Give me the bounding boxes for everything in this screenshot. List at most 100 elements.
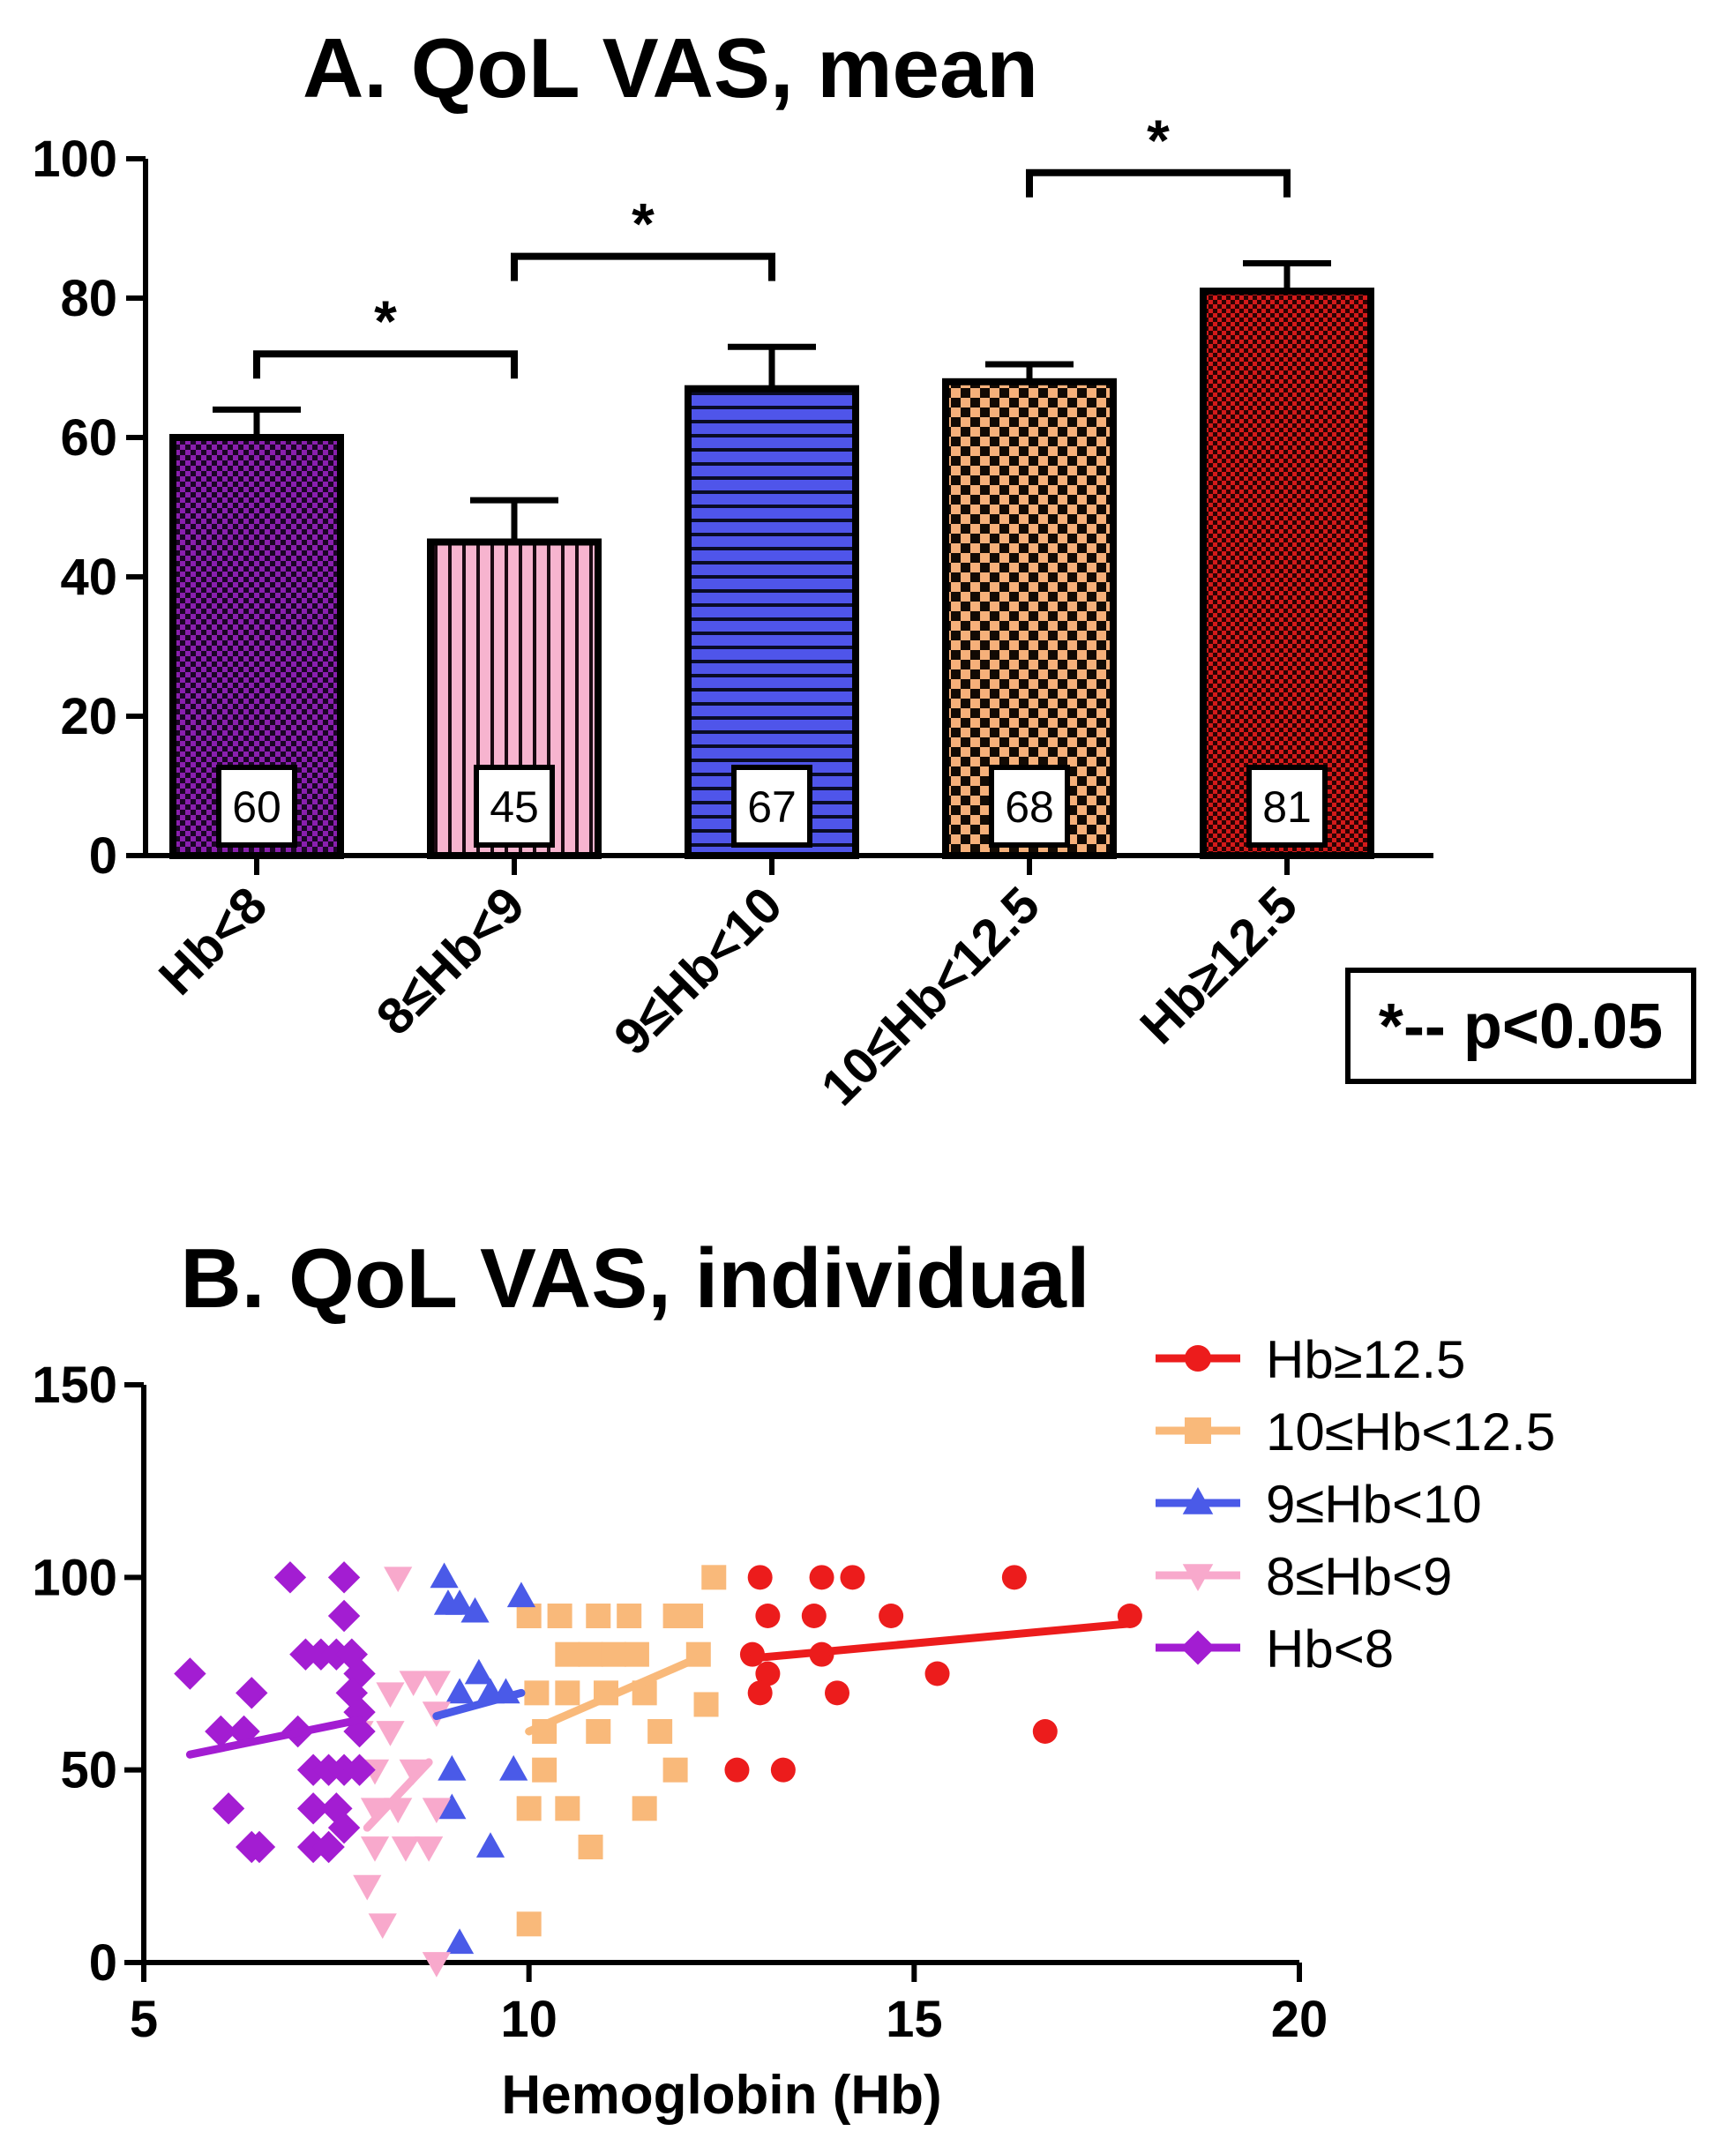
bar-value-label: 68 [1005,782,1054,832]
p-value-note: *-- p<0.05 [1345,968,1696,1084]
data-point [701,1565,727,1590]
legend-item: Hb<8 [1156,1619,1394,1679]
data-point [430,1562,459,1589]
trend-line [748,1619,1134,1663]
data-point [243,1830,276,1864]
y-tick-label: 0 [89,827,117,885]
data-point [924,1661,950,1686]
bar-value-box [1246,765,1328,848]
data-point [343,1753,376,1786]
data-point [360,1798,390,1824]
data-point [335,1638,368,1671]
x-category-label: 8≤Hb<9 [365,876,535,1046]
data-point [236,1677,268,1709]
data-point [617,1604,642,1628]
legend-item: 10≤Hb<12.5 [1156,1402,1555,1462]
data-point [747,1680,773,1706]
legend-marker [1185,1345,1211,1372]
data-point [632,1796,657,1821]
data-point [586,1604,611,1628]
data-point [205,1715,237,1748]
legend-marker [1185,1417,1211,1444]
data-point [755,1661,781,1686]
bar-value-label: 67 [747,782,797,832]
data-point [825,1680,849,1706]
x-tick-label: 5 [130,1991,158,2048]
bar-value-label: 45 [490,782,539,832]
legend-label: Hb<8 [1266,1619,1394,1679]
data-point [327,1561,361,1594]
data-point [445,1589,475,1615]
chart-a-bars: 60 45 67 68 81 [169,260,1374,860]
data-point [289,1638,322,1671]
data-point [586,1719,611,1744]
data-point [801,1604,827,1628]
trend-line [525,1650,711,1736]
y-tick-label: 100 [32,1549,117,1606]
data-point [391,1836,421,1862]
y-tick-label: 60 [60,409,117,467]
bar-chart-panel: A. QoL VAS, mean 0 20 40 60 80 100 60 45 67 68 81… [32,21,1696,1117]
data-point [212,1792,245,1825]
data-point [555,1796,580,1821]
data-point [327,1599,361,1633]
data-point [809,1565,834,1590]
data-point [601,1641,626,1667]
data-point [524,1680,550,1706]
data-point [438,1754,467,1781]
chart-b-legend: Hb≥12.5 10≤Hb<12.5 9≤Hb<10 8≤Hb<9 Hb<8 [1156,1330,1555,1679]
y-tick-label: 20 [60,688,117,745]
data-point [578,1641,603,1667]
p-value-note-text: *-- p<0.05 [1379,991,1663,1062]
data-point [516,1796,542,1821]
significance-star: * [632,191,655,257]
significance-bracket [253,350,518,379]
data-point [384,1567,413,1593]
bar-value-box [989,765,1070,848]
data-point [460,1596,490,1623]
data-point [770,1757,796,1783]
data-point [312,1830,345,1864]
data-point [353,1874,382,1901]
data-point [296,1792,330,1825]
data-point [343,1695,376,1729]
data-point [360,1836,390,1862]
legend-marker [1182,1564,1214,1591]
y-tick-label: 50 [60,1742,117,1799]
legend-label: 10≤Hb<12.5 [1266,1402,1555,1462]
data-point [555,1641,580,1667]
x-tick-label: 15 [886,1991,943,2048]
data-point [693,1692,719,1717]
chart-b-points [174,1561,1142,1978]
chart-a-significance: * * * [253,108,1291,379]
bar [1200,288,1374,860]
legend-marker [1182,1487,1214,1514]
chart-b-x-axis-title: Hemoglobin (Hb) [501,2065,941,2126]
data-point [376,1682,405,1709]
data-point [422,1952,451,1978]
y-tick-label: 40 [60,549,117,606]
data-point [662,1757,688,1783]
chart-a-axes: 0 20 40 60 80 100 [32,131,1433,885]
data-point [475,1832,505,1858]
legend-marker [1180,1630,1216,1665]
chart-a-category-labels: Hb<8 8≤Hb<9 9≤Hb<10 10≤Hb<12.5 Hb≥12.5 [148,856,1308,1117]
y-tick-label: 80 [60,270,117,327]
data-point [422,1798,451,1824]
x-category-label: Hb<8 [148,876,278,1006]
significance-star: * [1147,108,1170,173]
data-point [464,1658,493,1685]
trend-line [432,1688,526,1721]
y-tick-label: 100 [32,131,117,188]
trend-line [185,1716,364,1759]
data-point [555,1680,580,1706]
data-point [368,1913,397,1940]
data-point [516,1911,542,1937]
bar-value-box [731,765,812,848]
data-point [578,1835,603,1859]
data-point [624,1641,649,1667]
data-point [499,1754,528,1781]
chart-b-title: B. QoL VAS, individual [180,1231,1089,1326]
